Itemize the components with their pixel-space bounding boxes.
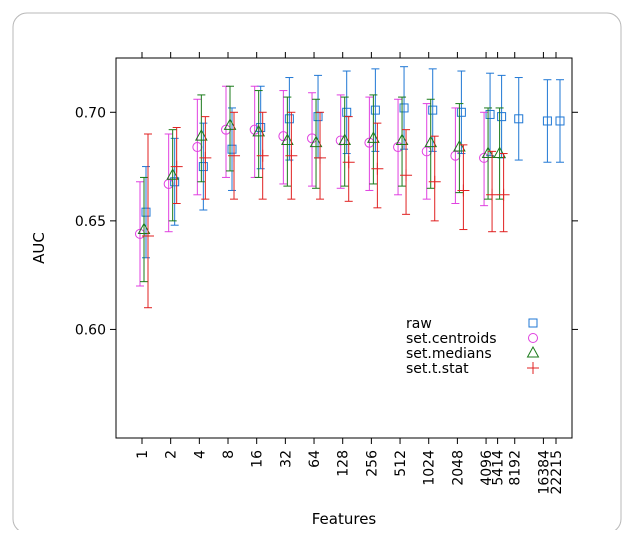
x-tick-label: 16 (250, 450, 266, 468)
data-point (194, 129, 208, 141)
x-tick-label: 256 (364, 450, 380, 477)
series-set-t-stat (142, 111, 510, 309)
data-point (555, 116, 565, 126)
data-point (342, 156, 355, 169)
data-point (285, 149, 298, 162)
data-point (481, 146, 495, 159)
data-point (486, 188, 499, 201)
x-tick-label: 512 (393, 450, 409, 477)
data-point (142, 230, 154, 243)
x-tick-label: 16384 (536, 450, 552, 495)
data-point (309, 135, 323, 148)
legend-marker (528, 333, 538, 343)
data-point (137, 222, 151, 235)
data-point (256, 122, 266, 132)
data-point (399, 103, 409, 113)
x-tick-label: 2048 (450, 450, 466, 486)
data-point (424, 135, 438, 148)
legend-label: set.medians (406, 346, 492, 362)
legend-label: set.centroids (406, 331, 497, 347)
legend-marker (526, 345, 540, 358)
data-point (395, 133, 409, 146)
y-tick-label: 0.65 (75, 214, 106, 230)
x-tick-label: 128 (336, 450, 352, 477)
data-point (198, 162, 208, 172)
data-point (199, 151, 212, 164)
data-point (542, 116, 552, 126)
data-point (252, 124, 266, 137)
legend-marker (528, 318, 538, 328)
y-tick-label: 0.60 (75, 322, 106, 338)
data-point (453, 139, 466, 152)
x-tick-label: 8 (221, 450, 237, 459)
x-tick-label: 8192 (508, 450, 524, 486)
data-point (456, 107, 466, 117)
data-point (485, 109, 495, 119)
data-point (170, 177, 180, 187)
data-point (428, 105, 438, 115)
data-point (514, 114, 524, 124)
data-point (166, 168, 180, 180)
data-point (227, 144, 237, 154)
x-tick-label: 22215 (549, 450, 565, 495)
data-point (223, 118, 237, 130)
series-set-medians (137, 85, 506, 283)
data-point (338, 133, 352, 146)
plot-area (115, 57, 573, 439)
x-tick-label: 5414 (491, 450, 507, 486)
x-tick-label: 1024 (422, 450, 438, 486)
data-point (141, 207, 151, 217)
data-point (400, 169, 413, 182)
x-tick-label: 32 (278, 450, 294, 468)
series-layer (135, 66, 565, 309)
data-point (497, 188, 510, 201)
data-point (428, 175, 441, 188)
data-point (367, 131, 380, 143)
data-point (170, 160, 183, 173)
x-tick-label: 4096 (479, 450, 495, 486)
x-tick-label: 64 (307, 450, 323, 468)
legend-marker (527, 362, 539, 374)
data-point (228, 149, 241, 162)
legend-label: set.t.stat (406, 361, 469, 377)
y-axis-label: AUC (30, 232, 48, 264)
data-point (371, 162, 384, 175)
data-point (281, 133, 294, 146)
data-point (497, 112, 507, 122)
y-tick-label: 0.70 (75, 105, 106, 121)
data-point (493, 146, 506, 159)
legend-label: raw (406, 316, 432, 332)
data-point (256, 149, 269, 162)
x-tick-label: 1 (135, 450, 151, 459)
data-point (314, 151, 327, 164)
x-axis-label: Features (312, 510, 377, 528)
data-point (370, 105, 380, 115)
data-point (457, 184, 470, 197)
x-tick-label: 2 (164, 450, 180, 459)
series-set-centroids (135, 85, 490, 287)
data-point (284, 114, 294, 124)
x-tick-label: 4 (192, 450, 208, 459)
